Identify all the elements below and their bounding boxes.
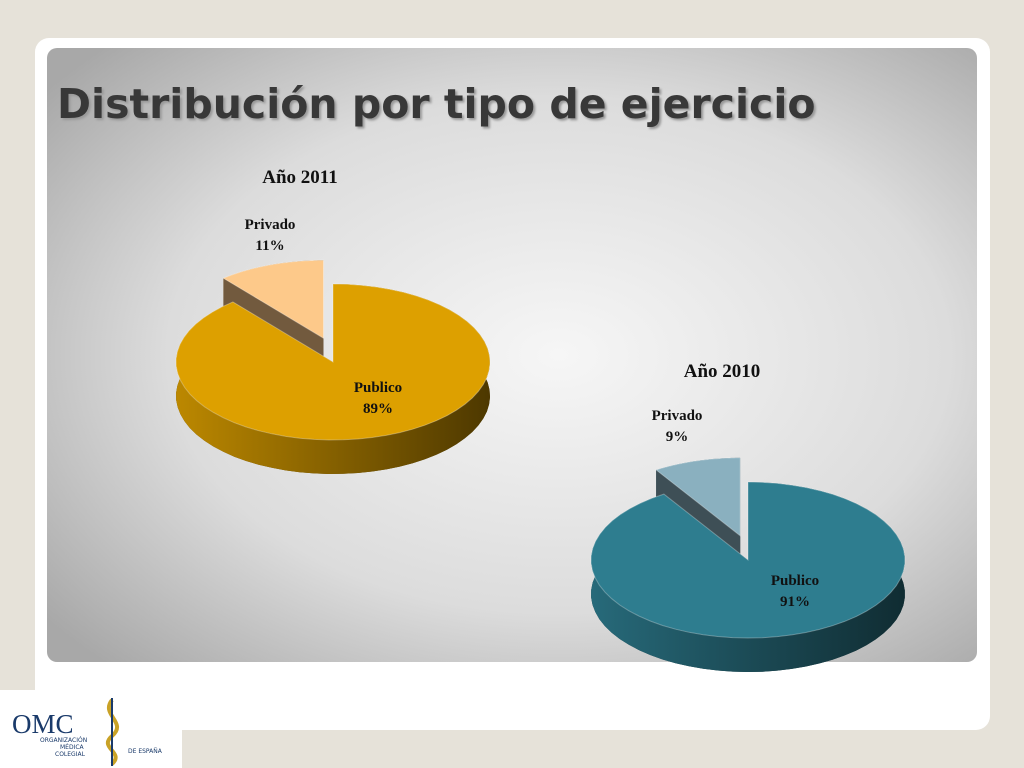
logo-text: MÉDICA (60, 743, 85, 751)
slice-label: Publico (771, 573, 819, 589)
slice-label: Publico (354, 380, 402, 396)
value-label: 89% (363, 401, 393, 417)
logo-text: ORGANIZACIÓN (40, 737, 87, 744)
slide-title: Distribución por tipo de ejercicio (57, 80, 816, 128)
slice-label: Privado (245, 217, 296, 233)
chart-title: Año 2010 (684, 361, 761, 382)
logo-text: DE ESPAÑA (128, 748, 163, 755)
value-label: 91% (780, 594, 810, 610)
logo-name: OMC (12, 709, 74, 739)
panel (47, 48, 977, 662)
chart-title: Año 2011 (262, 167, 338, 188)
slice-label: Privado (652, 408, 703, 424)
slice (222, 259, 324, 340)
slice (590, 481, 906, 639)
pie-chart: Año 2010 Publico 91% Privado 9% (590, 361, 906, 672)
logo-box (0, 690, 182, 768)
pie-chart: Año 2011 Publico 89% Privado 11% (175, 167, 491, 474)
slice (175, 283, 491, 441)
value-label: 11% (255, 238, 284, 254)
logo-text: COLEGIAL (55, 751, 86, 758)
value-label: 9% (666, 429, 689, 445)
slice (654, 457, 741, 537)
